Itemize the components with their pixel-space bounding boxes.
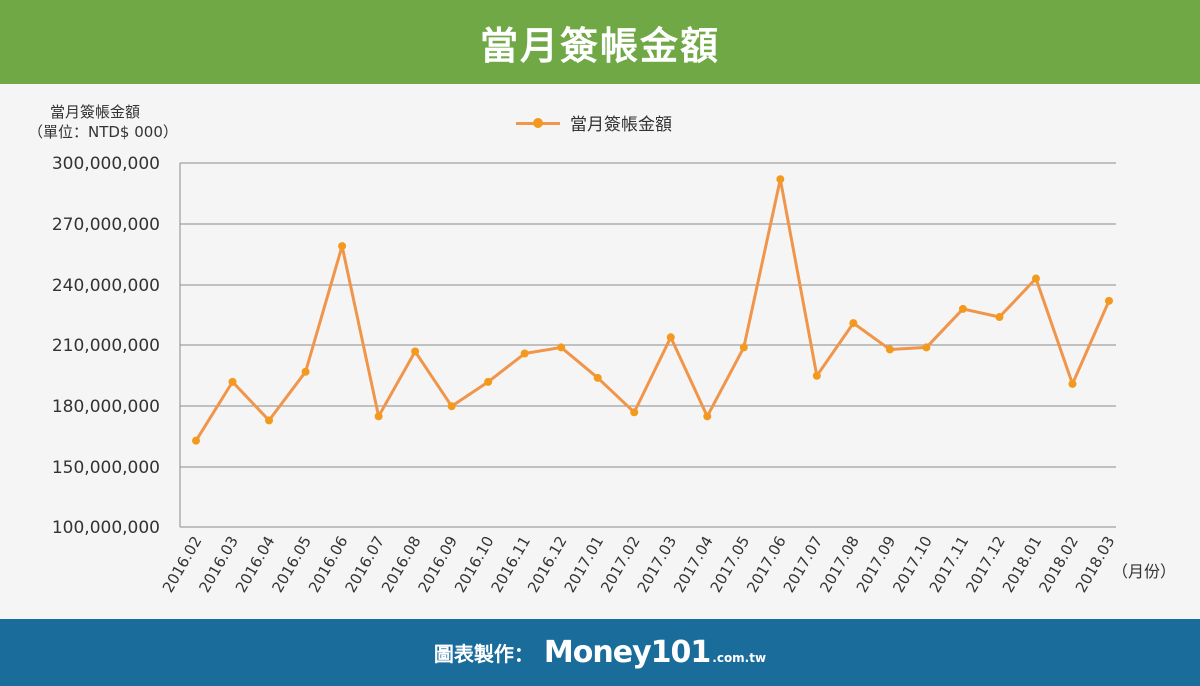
- data-point: [630, 408, 639, 417]
- data-point: [484, 377, 493, 386]
- data-point: [374, 412, 383, 421]
- footer-credit-label: 圖表製作：: [433, 642, 534, 666]
- data-point: [776, 175, 785, 184]
- data-point: [228, 377, 237, 386]
- data-point: [812, 371, 821, 380]
- data-point: [703, 412, 712, 421]
- data-point: [849, 319, 858, 328]
- data-point: [447, 402, 456, 411]
- data-point: [995, 313, 1004, 322]
- brand-logo: Money101: [543, 635, 711, 670]
- data-point: [666, 333, 675, 342]
- page-title: 當月簽帳金額: [479, 23, 720, 68]
- chart-area: 當月簽帳金額 （單位：NTD$ 000） 當月簽帳金額 100,000,000 1…: [0, 84, 1200, 619]
- data-point: [1031, 274, 1040, 283]
- legend-line-marker-icon: [516, 116, 560, 130]
- data-point: [520, 349, 529, 358]
- y-tick-label: 240,000,000: [52, 276, 160, 296]
- data-point: [922, 343, 931, 352]
- data-point: [885, 345, 894, 354]
- data-point: [1105, 296, 1113, 305]
- y-tick-label: 150,000,000: [52, 458, 160, 478]
- data-point: [958, 304, 967, 313]
- data-point: [593, 373, 602, 382]
- y-tick-label: 210,000,000: [52, 336, 160, 356]
- y-tick-label: 180,000,000: [52, 397, 160, 417]
- y-tick-label: 300,000,000: [52, 154, 160, 174]
- data-point: [411, 347, 420, 356]
- header-bar: 當月簽帳金額: [0, 0, 1200, 84]
- x-axis-unit: （月份）: [1112, 562, 1176, 581]
- data-point: [301, 367, 310, 376]
- y-tick-label: 100,000,000: [52, 518, 160, 538]
- brand-domain: .com.tw: [712, 650, 767, 665]
- data-point: [739, 343, 748, 352]
- data-point: [557, 343, 566, 352]
- series-line: [194, 177, 1111, 442]
- line-chart: 100,000,000 150,000,000 180,000,000 210,000…: [52, 154, 1176, 596]
- y-axis-unit-label: 當月簽帳金額 （單位：NTD$ 000）: [28, 102, 178, 142]
- footer-bar: 圖表製作： Money101 .com.tw: [0, 619, 1200, 686]
- data-point: [192, 436, 200, 445]
- y-axis-unit: （單位：NTD$ 000）: [28, 123, 178, 141]
- legend-label: 當月簽帳金額: [570, 115, 672, 135]
- data-point: [1068, 379, 1077, 388]
- chart-legend: 當月簽帳金額: [516, 110, 672, 135]
- data-point: [265, 416, 274, 425]
- data-point: [338, 242, 347, 251]
- y-axis-title: 當月簽帳金額: [50, 103, 141, 121]
- y-tick-label: 270,000,000: [52, 215, 160, 235]
